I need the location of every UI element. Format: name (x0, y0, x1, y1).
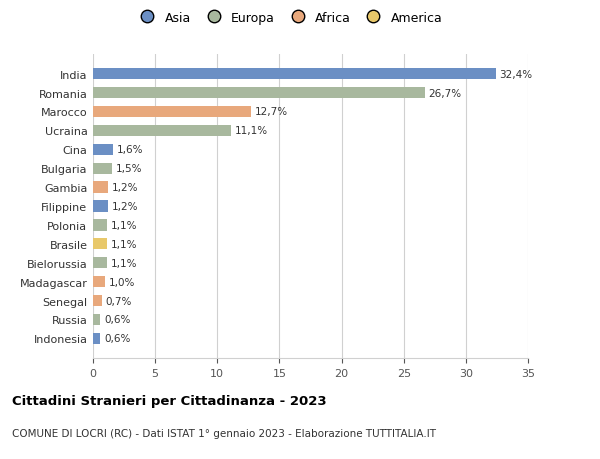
Bar (93, 144, 113, 156)
Bar (93, 257, 107, 269)
Bar (93, 69, 496, 80)
Bar (93, 333, 100, 344)
Bar (93, 106, 251, 118)
Legend: Asia, Europa, Africa, America: Asia, Europa, Africa, America (130, 7, 448, 30)
Bar (93, 201, 108, 212)
Text: 1,1%: 1,1% (110, 220, 137, 230)
Text: 12,7%: 12,7% (254, 107, 287, 117)
Text: 11,1%: 11,1% (235, 126, 268, 136)
Text: 1,2%: 1,2% (112, 202, 138, 212)
Text: 32,4%: 32,4% (499, 69, 533, 79)
Bar (93, 88, 425, 99)
Text: COMUNE DI LOCRI (RC) - Dati ISTAT 1° gennaio 2023 - Elaborazione TUTTITALIA.IT: COMUNE DI LOCRI (RC) - Dati ISTAT 1° gen… (12, 428, 436, 438)
Bar (93, 163, 112, 174)
Text: 0,7%: 0,7% (106, 296, 132, 306)
Text: Cittadini Stranieri per Cittadinanza - 2023: Cittadini Stranieri per Cittadinanza - 2… (12, 394, 326, 407)
Text: 0,6%: 0,6% (104, 315, 131, 325)
Bar (93, 239, 107, 250)
Bar (93, 220, 107, 231)
Text: 1,6%: 1,6% (116, 145, 143, 155)
Text: 0,6%: 0,6% (104, 334, 131, 344)
Text: 1,1%: 1,1% (110, 258, 137, 268)
Text: 1,1%: 1,1% (110, 239, 137, 249)
Text: 26,7%: 26,7% (428, 89, 461, 98)
Bar (93, 276, 106, 288)
Text: 1,0%: 1,0% (109, 277, 136, 287)
Bar (93, 314, 100, 325)
Text: 1,2%: 1,2% (112, 183, 138, 193)
Bar (93, 182, 108, 193)
Bar (93, 125, 231, 137)
Text: 1,5%: 1,5% (115, 164, 142, 174)
Bar (93, 295, 102, 307)
